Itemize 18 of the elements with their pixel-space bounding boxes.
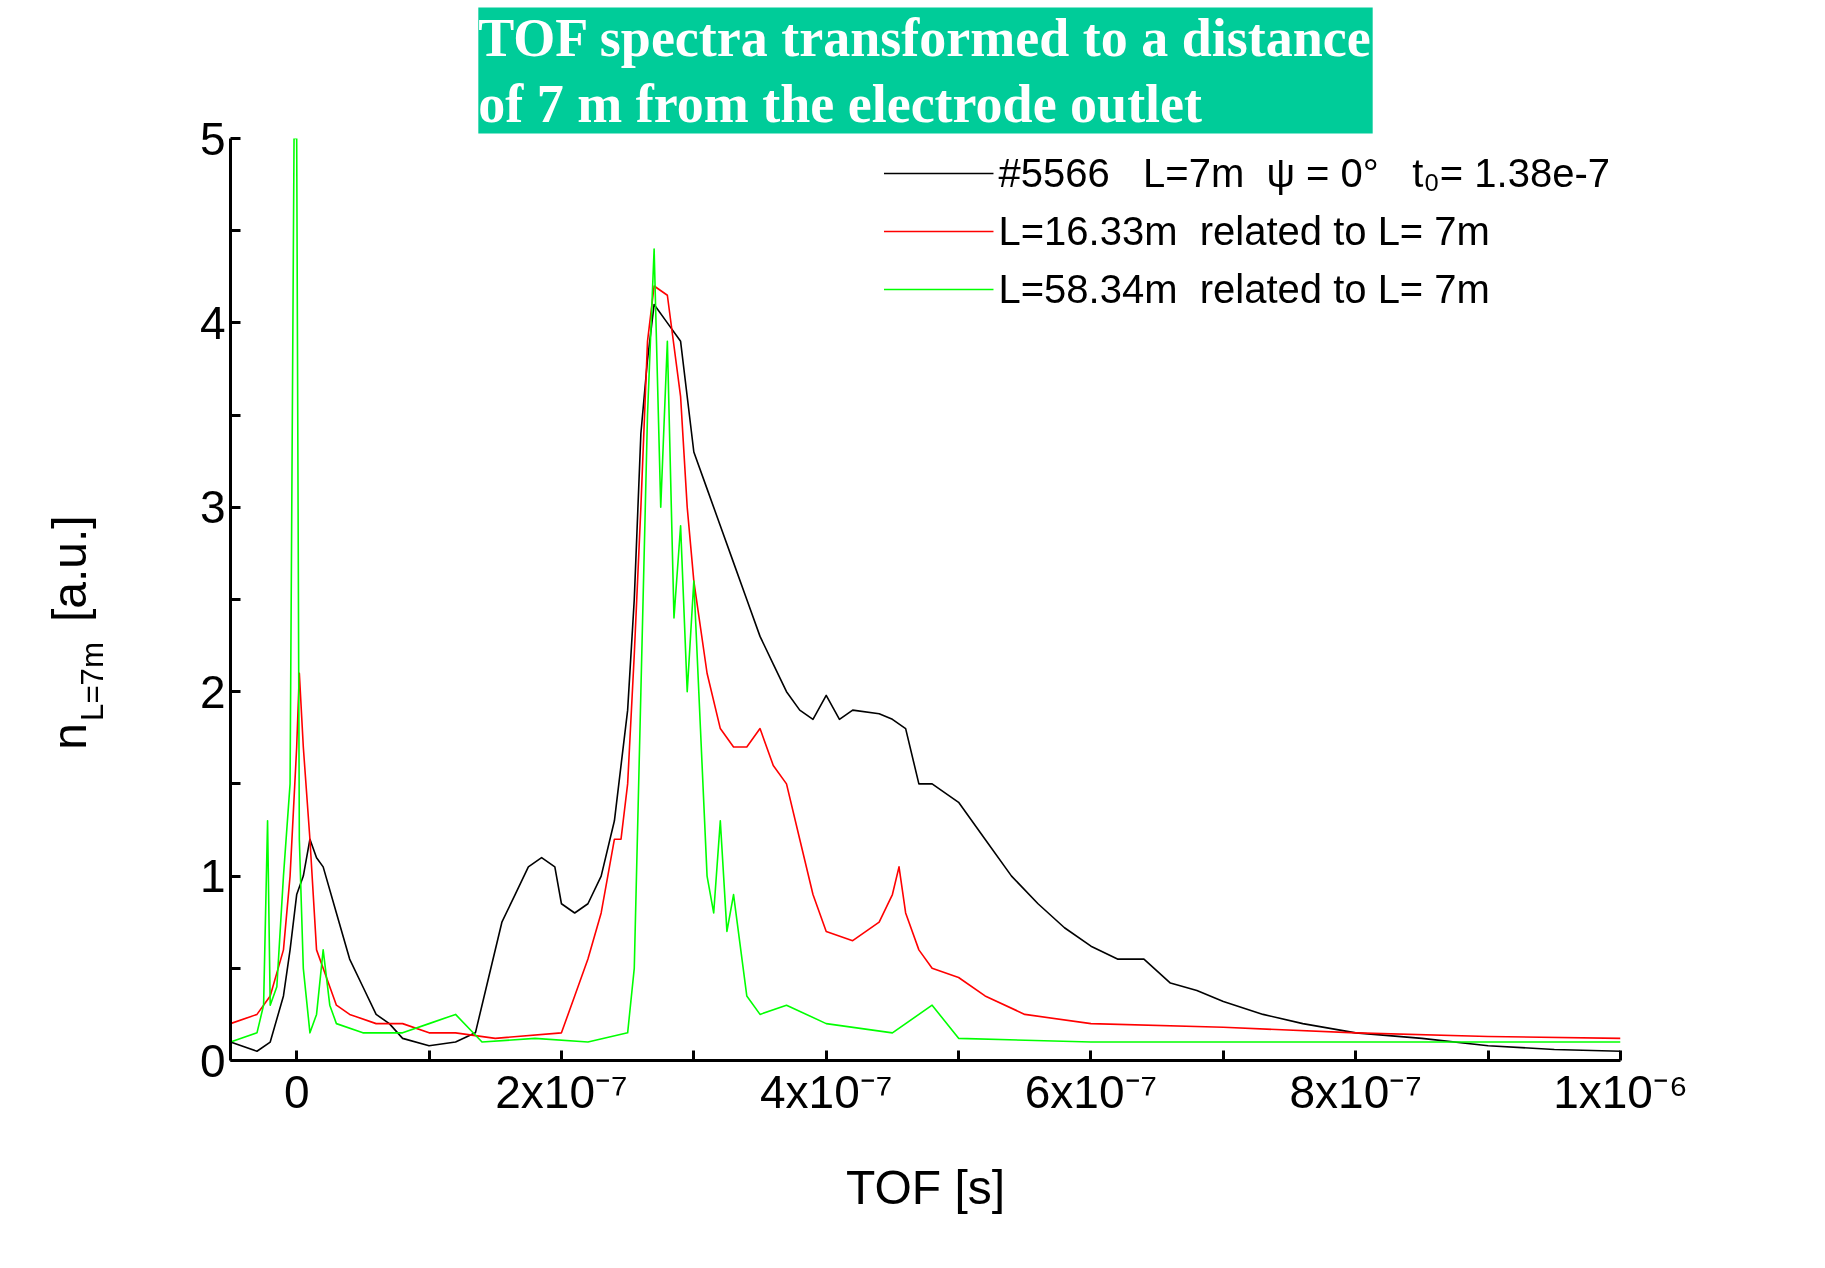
x-axis-title: TOF [s] <box>845 1160 1006 1214</box>
y-tick-label: 1 <box>199 850 226 903</box>
y-axis-title: nL=7m [a.u.] <box>42 515 110 750</box>
x-tick-label: 4x10⁻⁷ <box>760 1065 893 1118</box>
x-tick-label: 2x10⁻⁷ <box>495 1065 628 1118</box>
x-tick-label: 0 <box>283 1065 310 1118</box>
x-tick-label: 6x10⁻⁷ <box>1024 1065 1158 1118</box>
legend-label: #5566 L=7m ψ = 0° t₀= 1.38e-7 <box>998 149 1610 197</box>
x-tick-label: 8x10⁻⁷ <box>1289 1065 1422 1118</box>
y-tick-label: 5 <box>199 112 226 165</box>
legend-label: L=58.34m related to L= 7m <box>998 265 1490 313</box>
x-tick-label: 1x10⁻⁶ <box>1553 1065 1688 1118</box>
y-tick-label: 4 <box>199 296 226 349</box>
y-tick-label: 2 <box>199 665 226 718</box>
y-tick-label: 3 <box>199 481 226 534</box>
line-series <box>230 138 1621 1043</box>
legend-label: L=16.33m related to L= 7m <box>998 207 1490 255</box>
chart-title: TOF spectra transformed to a distance of 7 m from the electrode outlet <box>478 7 1371 134</box>
